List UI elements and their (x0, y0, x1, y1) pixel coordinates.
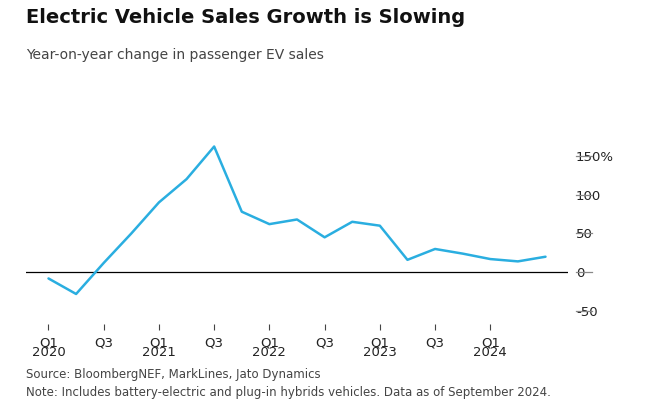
Text: Source: BloombergNEF, MarkLines, Jato Dynamics
Note: Includes battery-electric a: Source: BloombergNEF, MarkLines, Jato Dy… (26, 368, 551, 399)
Text: Electric Vehicle Sales Growth is Slowing: Electric Vehicle Sales Growth is Slowing (26, 8, 465, 27)
Text: Q3: Q3 (426, 337, 445, 350)
Text: 2023: 2023 (363, 346, 397, 359)
Text: Q3: Q3 (94, 337, 114, 350)
Text: Year-on-year change in passenger EV sales: Year-on-year change in passenger EV sale… (26, 48, 324, 62)
Text: 2022: 2022 (253, 346, 286, 359)
Text: Q1: Q1 (480, 337, 500, 350)
Text: Q3: Q3 (205, 337, 224, 350)
Text: 2024: 2024 (473, 346, 507, 359)
Text: Q1: Q1 (260, 337, 279, 350)
Text: Q1: Q1 (149, 337, 168, 350)
Text: 2021: 2021 (142, 346, 176, 359)
Text: 2020: 2020 (32, 346, 65, 359)
Text: Q1: Q1 (370, 337, 389, 350)
Text: Q3: Q3 (315, 337, 334, 350)
Text: Q1: Q1 (39, 337, 58, 350)
